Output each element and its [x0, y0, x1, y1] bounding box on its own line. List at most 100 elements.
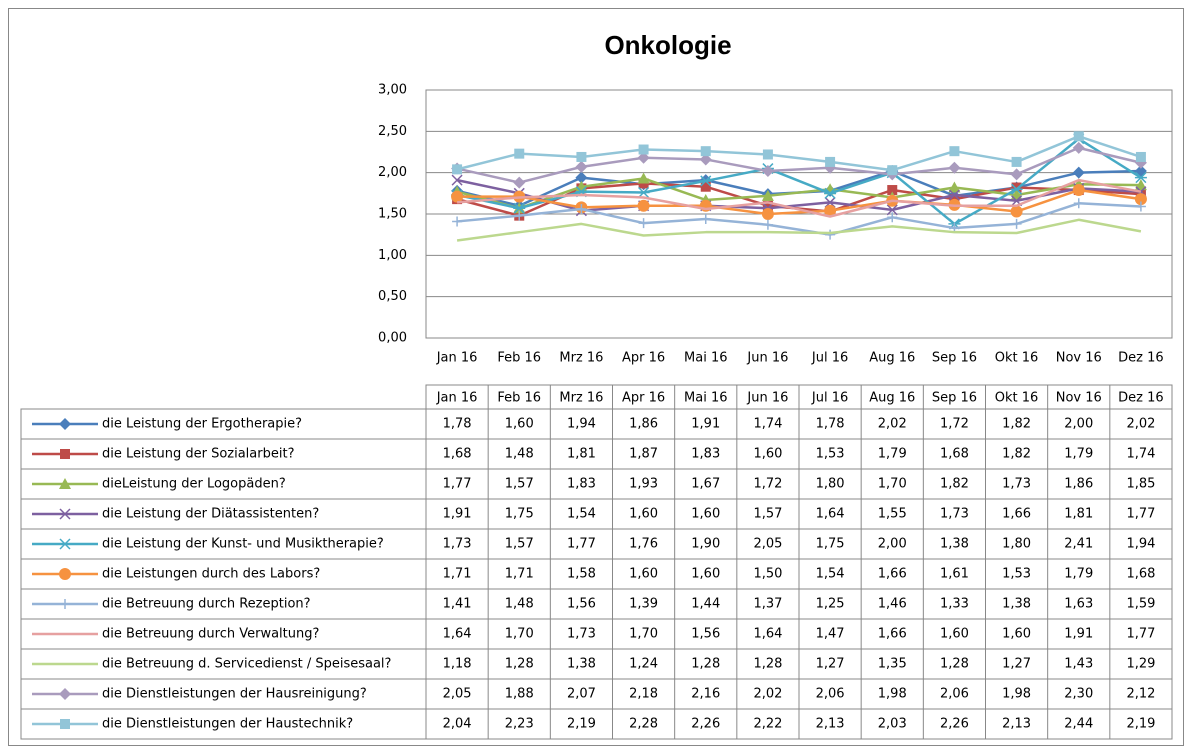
legend-label: die Betreuung d. Servicedienst / Speises… [102, 657, 391, 672]
table-cell: 1,60 [753, 447, 782, 462]
series-line [456, 135, 1142, 172]
table-cell: 1,91 [691, 417, 720, 432]
table-header-cell: Sep 16 [932, 391, 977, 406]
table-cell: 1,77 [1126, 507, 1155, 522]
table-cell: 1,64 [753, 627, 782, 642]
marker [451, 174, 463, 186]
table-cell: 1,79 [1064, 447, 1093, 462]
legend-label: die Leistung der Kunst- und Musiktherapi… [102, 537, 384, 552]
legend-key-marker [59, 538, 71, 550]
table-cell: 2,05 [753, 537, 782, 552]
x-tick-label: Jun 16 [746, 351, 788, 366]
legend-label: die Leistung der Sozialarbeit? [102, 447, 294, 462]
marker [513, 202, 526, 214]
legend-key-marker [60, 719, 70, 729]
table-cell: 1,79 [878, 447, 907, 462]
table-header-cell: Mrz 16 [559, 391, 603, 406]
table-cell: 1,25 [816, 597, 845, 612]
table-cell: 1,81 [1064, 507, 1093, 522]
table-cell: 1,67 [691, 477, 720, 492]
marker [637, 199, 650, 212]
series-line [456, 178, 1142, 218]
table-cell: 1,80 [1002, 537, 1031, 552]
marker [887, 165, 898, 176]
table-header-cell: Okt 16 [995, 391, 1039, 406]
table-cell: 1,27 [816, 657, 845, 672]
marker [825, 156, 836, 167]
marker [1011, 156, 1022, 167]
marker [637, 172, 650, 184]
marker [700, 213, 711, 224]
table-cell: 1,28 [505, 657, 534, 672]
marker [1135, 151, 1146, 162]
y-tick-label: 0,00 [378, 331, 407, 346]
table-cell: 1,41 [443, 597, 472, 612]
table-cell: 1,55 [878, 507, 907, 522]
chart-title: Onkologie [604, 30, 731, 60]
table-cell: 1,71 [443, 567, 472, 582]
table-cell: 2,22 [753, 717, 782, 732]
marker [1011, 182, 1022, 193]
table-cell: 1,33 [940, 597, 969, 612]
x-tick-label: Mrz 16 [559, 351, 603, 366]
marker [514, 210, 525, 221]
marker [761, 189, 774, 201]
table-cell: 1,29 [1126, 657, 1155, 672]
table-cell: 2,41 [1064, 537, 1093, 552]
table-cell: 1,64 [443, 627, 472, 642]
table-cell: 2,05 [443, 687, 472, 702]
table-cell: 1,39 [629, 597, 658, 612]
table-cell: 1,66 [1002, 507, 1031, 522]
table-cell: 1,77 [567, 537, 596, 552]
table-cell: 1,85 [1126, 477, 1155, 492]
table-cell: 1,50 [753, 567, 782, 582]
table-header-cell: Jun 16 [746, 391, 788, 406]
x-tick-label: Apr 16 [622, 351, 665, 366]
table-cell: 1,71 [505, 567, 534, 582]
x-tick-label: Dez 16 [1118, 351, 1164, 366]
x-tick-label: Mai 16 [684, 351, 727, 366]
legend-key-marker [59, 418, 71, 430]
marker [576, 151, 587, 162]
legend-key-marker [60, 599, 70, 609]
series-line [456, 202, 1141, 236]
table-cell: 1,83 [691, 447, 720, 462]
table-cell: 2,06 [816, 687, 845, 702]
table-cell: 1,54 [816, 567, 845, 582]
marker [886, 204, 898, 216]
table-cell: 1,86 [629, 417, 658, 432]
marker [452, 216, 463, 227]
table-cell: 2,13 [816, 717, 845, 732]
table-cell: 1,72 [940, 417, 969, 432]
marker [1135, 201, 1146, 212]
marker [1072, 184, 1085, 197]
table-cell: 1,53 [816, 447, 845, 462]
table-cell: 1,38 [567, 657, 596, 672]
table-cell: 1,68 [443, 447, 472, 462]
legend-key-marker [59, 478, 71, 489]
series-line [456, 218, 1142, 242]
marker [761, 165, 774, 178]
table-cell: 1,57 [505, 537, 534, 552]
y-tick-label: 0,50 [378, 289, 407, 304]
table-cell: 1,28 [691, 657, 720, 672]
table-cell: 1,57 [505, 477, 534, 492]
table-cell: 2,03 [878, 717, 907, 732]
marker [1072, 166, 1085, 179]
marker [1010, 183, 1023, 195]
marker [700, 181, 711, 192]
marker [575, 171, 588, 184]
table-cell: 1,48 [505, 597, 534, 612]
y-tick-label: 2,00 [378, 165, 407, 180]
table-cell: 2,18 [629, 687, 658, 702]
marker [948, 161, 961, 174]
table-cell: 1,75 [505, 507, 534, 522]
marker [576, 204, 587, 215]
legend-key-marker [59, 688, 71, 700]
table-cell: 1,44 [691, 597, 720, 612]
table-cell: 1,87 [629, 447, 658, 462]
table-cell: 2,44 [1064, 717, 1093, 732]
marker [514, 148, 525, 159]
marker [638, 218, 649, 229]
